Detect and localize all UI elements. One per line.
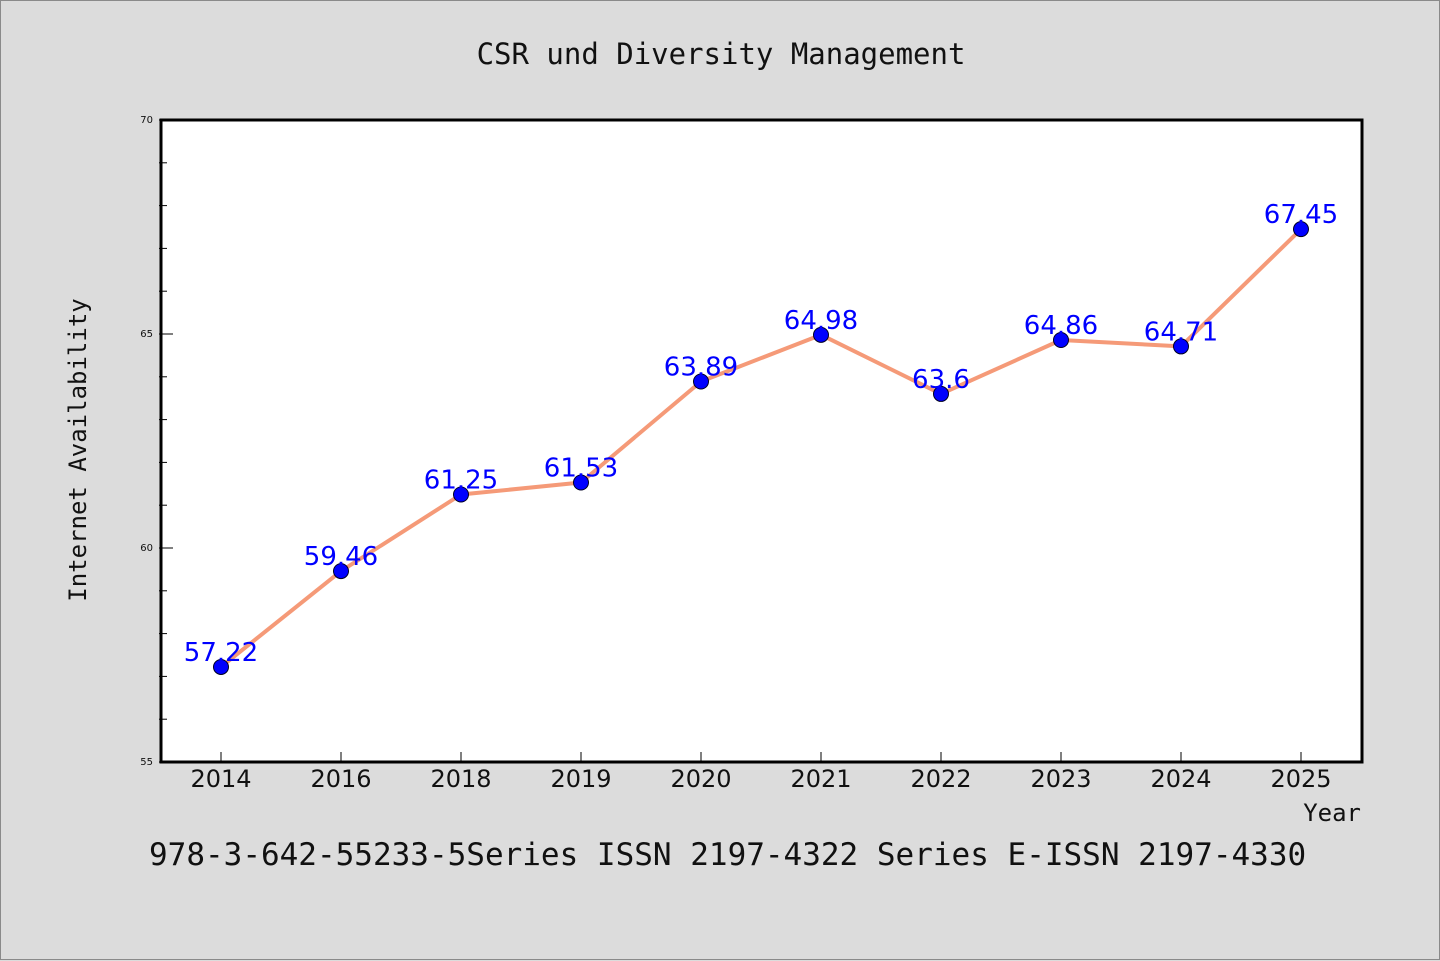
data-label: 57.22 xyxy=(184,638,258,668)
data-point xyxy=(813,326,829,343)
data-point xyxy=(933,385,949,402)
x-tick-label: 2014 xyxy=(190,765,251,793)
series-line xyxy=(219,227,1303,669)
data-point xyxy=(1173,338,1189,355)
series-layer: 57.22 59.46 61.25 61.53 63.89 64.98 63.6 64.86 6… xyxy=(184,200,1338,675)
data-point xyxy=(573,474,589,491)
x-axis-label: Year xyxy=(1303,799,1361,827)
y-axis-label: Internet Availability xyxy=(64,298,92,601)
data-point xyxy=(333,563,349,580)
data-label: 63.6 xyxy=(912,365,970,395)
footer-isbn-issn: 978-3-642-55233-5Series ISSN 2197-4322 S… xyxy=(149,837,1306,873)
data-point xyxy=(1293,221,1309,238)
data-point xyxy=(213,658,229,675)
data-label: 61.53 xyxy=(544,454,618,484)
data-label: 63.89 xyxy=(664,353,738,383)
data-label: 61.25 xyxy=(424,466,498,496)
data-label: 64.71 xyxy=(1144,317,1218,347)
data-point xyxy=(1053,331,1069,348)
x-tick-label: 2025 xyxy=(1270,765,1331,793)
y-tick-label: 65 xyxy=(140,329,153,340)
data-label: 67.45 xyxy=(1264,200,1338,230)
x-tick-label: 2016 xyxy=(310,765,371,793)
x-tick-label: 2018 xyxy=(430,765,491,793)
data-label: 59.46 xyxy=(304,542,378,572)
x-tick-label: 2023 xyxy=(1030,765,1091,793)
y-tick-label: 70 xyxy=(140,115,153,126)
x-axis: 2014 2016 2018 2019 2020 2021 2022 2023 2024 2025 xyxy=(190,752,1332,793)
y-axis: 55 60 65 70 xyxy=(140,115,173,768)
plot-area xyxy=(159,118,1364,764)
x-tick-label: 2021 xyxy=(790,765,851,793)
x-tick-label: 2024 xyxy=(1150,765,1211,793)
x-tick-label: 2022 xyxy=(910,765,971,793)
y-tick-label: 60 xyxy=(140,543,153,554)
data-point xyxy=(453,486,469,503)
y-tick-label: 55 xyxy=(140,757,153,768)
x-tick-label: 2019 xyxy=(550,765,611,793)
chart-title: CSR und Diversity Management xyxy=(477,37,966,71)
data-point xyxy=(693,373,709,390)
x-tick-label: 2020 xyxy=(670,765,731,793)
data-label: 64.98 xyxy=(784,306,858,336)
data-label: 64.86 xyxy=(1024,311,1098,341)
